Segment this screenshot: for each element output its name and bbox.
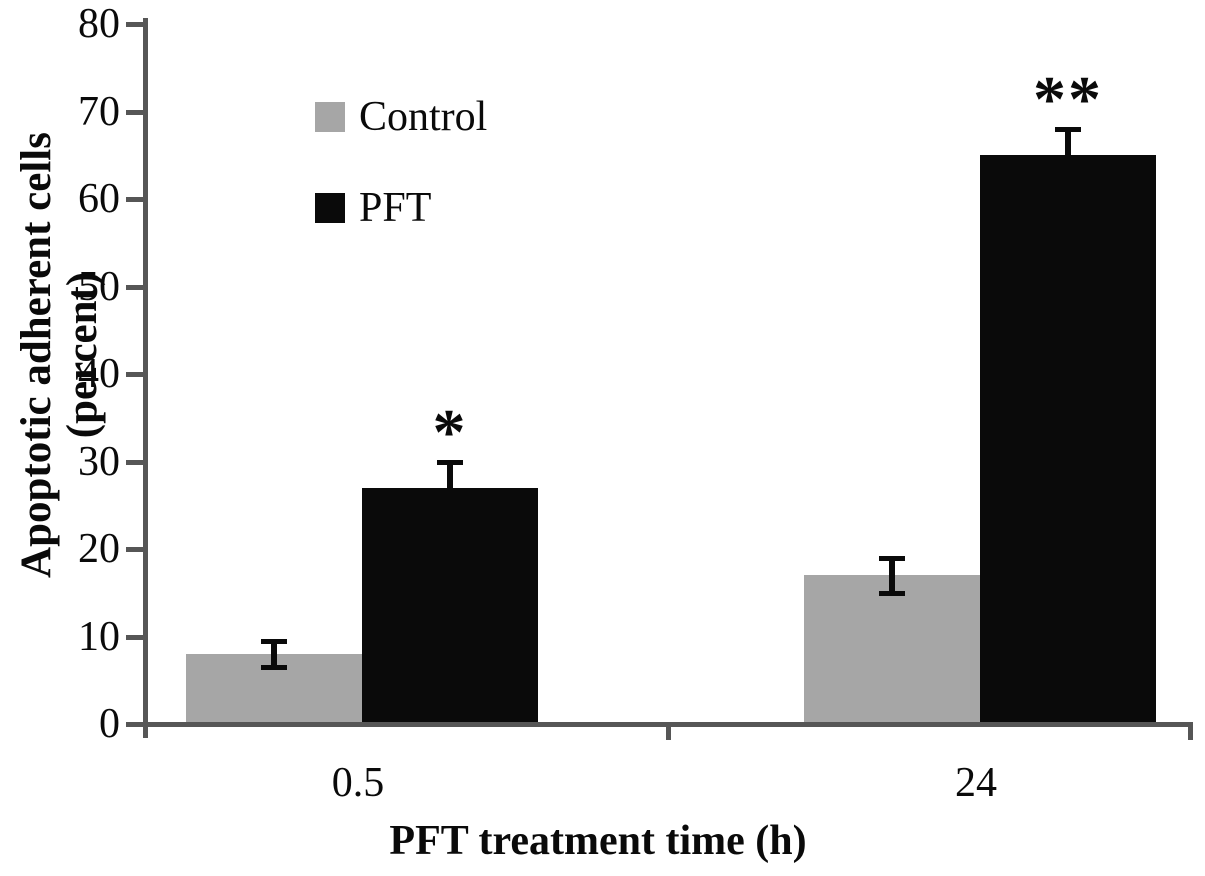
pft-swatch [315, 193, 345, 223]
error-bar-pft-0.5-line [447, 461, 453, 514]
y-tick-mark-40 [126, 372, 143, 377]
y-tick-label-40: 40 [78, 351, 120, 397]
y-tick-label-10: 10 [78, 613, 120, 660]
error-bar-pft-24-cap-bottom [1055, 179, 1081, 185]
x-tick-label-24: 24 [955, 760, 997, 806]
x-axis-boundary-tick-right [1188, 722, 1193, 740]
y-tick-mark-20 [126, 547, 143, 552]
error-bar-control-24-cap-bottom [879, 590, 905, 596]
bar-pft-24 [980, 155, 1156, 724]
y-tick-label-80: 80 [78, 1, 120, 47]
error-bar-control-24-line [889, 557, 895, 593]
x-tick-label-0.5: 0.5 [331, 760, 385, 806]
error-bar-pft-0.5-cap-top [437, 459, 463, 465]
y-tick-label-0: 0 [99, 701, 120, 747]
control-swatch [315, 102, 345, 132]
y-tick-mark-70 [126, 109, 143, 115]
y-tick-label-20: 20 [78, 526, 120, 572]
x-axis-boundary-tick-middle [666, 722, 671, 740]
y-tick-label-60: 60 [78, 176, 120, 222]
error-bar-pft-24-cap-top [1055, 127, 1081, 132]
y-tick-mark-10 [126, 634, 143, 640]
y-tick-label-70: 70 [78, 88, 120, 135]
y-tick-mark-50 [126, 284, 143, 290]
significance-asterisk-0.5: * [432, 395, 468, 469]
legend: Control PFT [315, 95, 487, 277]
y-tick-mark-30 [126, 459, 143, 465]
bar-control-24 [804, 575, 980, 724]
significance-asterisk-24: ** [1033, 63, 1103, 136]
bar-pft-0.5 [362, 487, 538, 724]
error-bar-control-0.5-line [271, 640, 277, 668]
y-tick-label-30: 30 [78, 438, 120, 485]
error-bar-control-0.5-cap-top [261, 638, 287, 644]
y-tick-mark-0 [126, 722, 143, 727]
error-bar-control-0.5-cap-bottom [261, 665, 287, 671]
legend-label-pft: PFT [359, 185, 432, 231]
y-axis-line [143, 18, 148, 738]
legend-item-control: Control [315, 95, 487, 139]
y-tick-mark-80 [126, 22, 143, 27]
error-bar-pft-0.5-cap-bottom [437, 512, 463, 517]
y-tick-label-50: 50 [78, 263, 120, 310]
y-tick-mark-60 [126, 197, 143, 202]
error-bar-control-24-cap-top [879, 555, 905, 561]
legend-label-control: Control [359, 94, 488, 140]
error-bar-pft-24-line [1065, 129, 1071, 182]
legend-item-pft: PFT [315, 186, 487, 230]
x-axis-title: PFT treatment time (h) [389, 818, 807, 864]
